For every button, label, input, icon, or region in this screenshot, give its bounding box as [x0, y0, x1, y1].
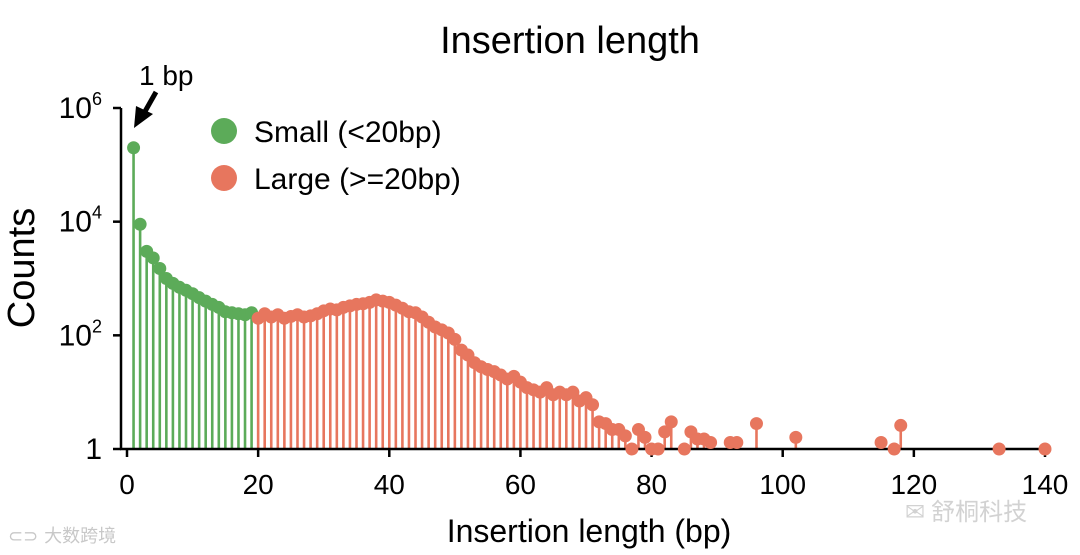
- chart-title: Insertion length: [440, 20, 700, 62]
- x-tick-label-20: 20: [243, 469, 274, 500]
- x-tick-label-40: 40: [374, 469, 405, 500]
- x-tick-label-120: 120: [890, 469, 937, 500]
- point-s1-x77: [625, 442, 639, 456]
- y-axis-label: Counts: [1, 208, 43, 328]
- point-s0-x5: [153, 261, 167, 275]
- y-tick-label-1: 102: [59, 316, 102, 352]
- dots-layer: [127, 141, 1052, 456]
- point-s1-x85: [677, 442, 691, 456]
- point-s1-x89: [704, 436, 718, 450]
- point-s1-x71: [586, 398, 600, 412]
- point-s1-x133: [992, 442, 1006, 456]
- watermark-left-text: 大数跨境: [44, 526, 117, 547]
- point-s1-x81: [651, 442, 665, 456]
- point-s1-x76: [618, 429, 632, 443]
- point-s1-x82: [658, 425, 672, 439]
- watermark-left-icon: ⊂⊃: [8, 526, 39, 547]
- x-tick-label-140: 140: [1022, 469, 1069, 500]
- point-s1-x102: [789, 430, 803, 444]
- point-s0-x1: [127, 141, 141, 155]
- watermark-right-icon: ✉: [905, 498, 926, 526]
- x-tick-label-0: 0: [119, 469, 135, 500]
- y-tick-label-2: 104: [59, 203, 102, 239]
- x-tick-label-60: 60: [505, 469, 536, 500]
- point-s1-x93: [730, 436, 744, 450]
- point-s1-x50: [448, 332, 462, 346]
- point-s0-x4: [146, 251, 160, 265]
- point-s0-x2: [133, 217, 147, 231]
- annotation-label: 1 bp: [139, 60, 194, 91]
- annotation-1bp: 1 bp: [134, 60, 194, 128]
- annotation-arrow-head: [134, 106, 153, 128]
- x-tick-label-80: 80: [636, 469, 667, 500]
- point-s1-x117: [887, 442, 901, 456]
- legend-marker-1: [211, 165, 237, 191]
- watermark-left: ⊂⊃ 大数跨境: [8, 522, 116, 548]
- x-tick-label-100: 100: [759, 469, 806, 500]
- point-s1-x140: [1038, 442, 1052, 456]
- y-tick-label-3: 106: [59, 89, 102, 125]
- legend-label-0: Small (<20bp): [254, 116, 442, 149]
- x-axis-label: Insertion length (bp): [447, 513, 732, 549]
- point-s1-x79: [638, 430, 652, 444]
- point-s1-x115: [874, 436, 888, 450]
- point-s1-x96: [749, 417, 763, 431]
- y-ticks: 1 102 104 106: [59, 89, 121, 466]
- y-tick-label-0: 1: [85, 433, 102, 466]
- legend-marker-0: [211, 118, 237, 144]
- point-s1-x83: [664, 415, 678, 429]
- watermark-right: ✉ 舒桐科技: [905, 492, 1027, 527]
- point-s1-x118: [894, 418, 908, 432]
- legend-label-1: Large (>=20bp): [254, 163, 461, 196]
- stems-layer: [132, 147, 903, 449]
- legend: Small (<20bp) Large (>=20bp): [211, 116, 461, 196]
- watermark-right-text: 舒桐科技: [931, 498, 1028, 526]
